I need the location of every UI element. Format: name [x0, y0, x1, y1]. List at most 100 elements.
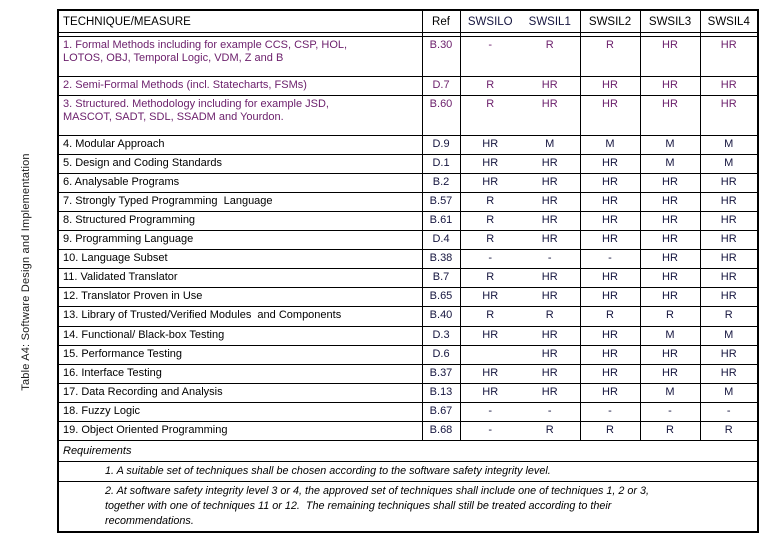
- swsil4-value: HR: [699, 35, 759, 78]
- swsil1-value: HR: [541, 385, 558, 398]
- swsil2-value: HR: [579, 382, 641, 403]
- swsil3-value: -: [639, 401, 701, 422]
- swsil1-value: HR: [541, 271, 558, 284]
- swsil1-value: M: [545, 138, 555, 151]
- swsil1-value: HR: [541, 98, 558, 111]
- swsil1-value: HR: [541, 328, 558, 341]
- col-header-swsil3: SWSIL3: [639, 9, 701, 33]
- swsil3-value: HR: [639, 344, 701, 365]
- swsil0-value: HR: [482, 385, 499, 398]
- swsil0-swsil1-cell: HR HR: [459, 325, 581, 346]
- swsil1-value: -: [547, 252, 552, 265]
- swsil1-value: HR: [541, 214, 558, 227]
- swsil2-value: HR: [579, 76, 641, 97]
- table-row: 17. Data Recording and Analysis B.13 HR H…: [57, 382, 759, 403]
- swsil1-value: HR: [541, 290, 558, 303]
- swsil3-value: HR: [639, 211, 701, 232]
- swsil0-value: HR: [482, 138, 499, 151]
- technique-cell: 10. Language Subset: [57, 249, 423, 270]
- swsil3-value: HR: [639, 249, 701, 270]
- ref-cell: B.40: [421, 306, 461, 327]
- swsil3-value: HR: [639, 76, 701, 97]
- swsil2-value: HR: [579, 95, 641, 137]
- swsil3-value: HR: [639, 363, 701, 384]
- technique-cell: 18. Fuzzy Logic: [57, 401, 423, 422]
- swsil3-value: HR: [639, 35, 701, 78]
- swsil2-value: M: [579, 135, 641, 156]
- swsil4-value: R: [699, 420, 759, 441]
- techniques-table: TECHNIQUE/MEASURE Ref SWSILO SWSIL1 SWSIL…: [57, 9, 759, 533]
- ref-cell: D.1: [421, 154, 461, 175]
- table-row: 14. Functional/ Black-box Testing D.3 HR…: [57, 325, 759, 346]
- swsil4-value: -: [699, 401, 759, 422]
- swsil4-value: M: [699, 325, 759, 346]
- swsil0-swsil1-cell: -R: [459, 35, 581, 78]
- table-header: TECHNIQUE/MEASURE Ref SWSILO SWSIL1 SWSIL…: [57, 9, 759, 37]
- swsil1-value: HR: [541, 176, 558, 189]
- ref-cell: D.7: [421, 76, 461, 97]
- swsil1-value: HR: [541, 79, 558, 92]
- table-row: 4. Modular Approach D.9 HR M M M M: [57, 135, 759, 156]
- technique-cell: 12. Translator Proven in Use: [57, 287, 423, 308]
- swsil4-value: HR: [699, 230, 759, 251]
- col-header-ref: Ref: [421, 9, 461, 33]
- swsil1-value: R: [545, 423, 554, 436]
- swsil1-value: R: [545, 39, 554, 51]
- swsil3-value: HR: [639, 287, 701, 308]
- swsil0-swsil1-cell: HR HR: [459, 287, 581, 308]
- swsil3-value: M: [639, 154, 701, 175]
- swsil0-value: R: [486, 271, 495, 284]
- table-row: 12. Translator Proven in Use B.65 HR HR H…: [57, 287, 759, 308]
- swsil3-value: R: [639, 306, 701, 327]
- technique-cell: 5. Design and Coding Standards: [57, 154, 423, 175]
- swsil0-swsil1-cell: --: [459, 401, 581, 422]
- table-row: 7. Strongly Typed Programming Language B…: [57, 192, 759, 213]
- technique-cell: 14. Functional/ Black-box Testing: [57, 325, 423, 346]
- divider-gap-cell: [699, 32, 759, 37]
- technique-cell: 19. Object Oriented Programming: [57, 420, 423, 441]
- swsil0-value: R: [486, 214, 495, 227]
- swsil0-swsil1-cell: -R: [459, 420, 581, 441]
- swsil1-value: HR: [541, 347, 558, 360]
- swsil3-value: M: [639, 382, 701, 403]
- swsil4-value: HR: [699, 268, 759, 289]
- swsil0-value: HR: [482, 157, 499, 170]
- swsil3-value: M: [639, 135, 701, 156]
- swsil0-swsil1-cell: HR: [459, 344, 581, 365]
- swsil0-swsil1-cell: HR M: [459, 135, 581, 156]
- swsil1-value: R: [545, 309, 554, 322]
- swsil4-value: R: [699, 306, 759, 327]
- col-header-swsil2: SWSIL2: [579, 9, 641, 33]
- ref-cell: B.37: [421, 363, 461, 384]
- swsil3-value: HR: [639, 230, 701, 251]
- swsil0-value: R: [486, 195, 495, 208]
- table-row: 1. Formal Methods including for example …: [57, 35, 759, 78]
- table-row: 15. Performance Testing D.6 HR HR HR HR: [57, 344, 759, 365]
- technique-cell: 2. Semi-Formal Methods (incl. Statechart…: [57, 76, 423, 97]
- table-row: 11. Validated Translator B.7 R HR HR HR H…: [57, 268, 759, 289]
- ref-cell: B.38: [421, 249, 461, 270]
- swsil0-value: HR: [482, 290, 499, 303]
- technique-cell: 9. Programming Language: [57, 230, 423, 251]
- ref-cell: B.60: [421, 95, 461, 137]
- swsil0-swsil1-cell: R HR: [459, 192, 581, 213]
- table-row: 10. Language Subset B.38 -- - HR HR: [57, 249, 759, 270]
- col-header-technique: TECHNIQUE/MEASURE: [57, 9, 423, 33]
- swsil2-value: HR: [579, 344, 641, 365]
- swsil4-value: HR: [699, 173, 759, 194]
- swsil4-value: M: [699, 382, 759, 403]
- swsil2-value: R: [579, 35, 641, 78]
- swsil0-value: HR: [482, 366, 499, 379]
- table-body: 1. Formal Methods including for example …: [57, 35, 759, 441]
- swsil0-swsil1-cell: R HR: [459, 268, 581, 289]
- swsil0-swsil1-cell: R HR: [459, 95, 581, 137]
- requirement-row-2: 2. At software safety integrity level 3 …: [58, 480, 758, 533]
- requirements-section: Requirements 1. A suitable set of techni…: [58, 439, 758, 533]
- ref-cell: B.68: [421, 420, 461, 441]
- swsil2-value: R: [579, 420, 641, 441]
- swsil3-value: HR: [639, 192, 701, 213]
- ref-cell: B.13: [421, 382, 461, 403]
- ref-cell: B.7: [421, 268, 461, 289]
- ref-cell: D.3: [421, 325, 461, 346]
